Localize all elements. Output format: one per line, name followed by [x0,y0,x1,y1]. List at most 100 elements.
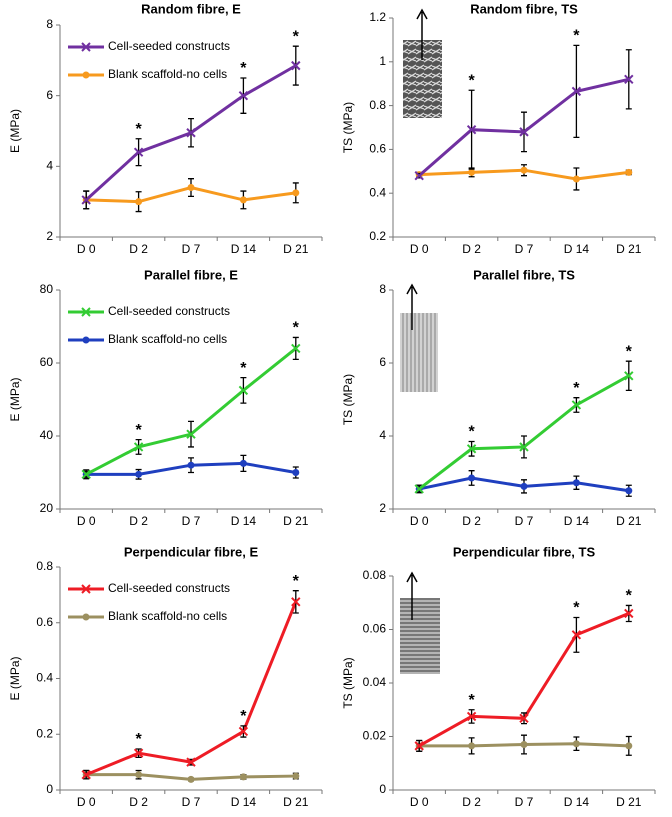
x-tick-label: D 21 [283,514,309,528]
y-tick-label: 0.2 [36,726,53,740]
significance-marker: * [135,731,142,748]
inset-image [403,8,442,118]
point [82,71,90,79]
y-tick-label: 0.06 [363,622,387,636]
point [239,773,247,781]
line [85,601,298,777]
series [414,44,634,181]
y-tick-label: 4 [46,159,53,173]
point [81,195,91,205]
x-tick-label: D 14 [564,242,590,256]
point [572,740,580,748]
x-tick-label: D 0 [77,795,96,809]
point [238,90,249,101]
point [520,482,528,490]
x-tick-label: D 2 [462,514,481,528]
chart-title: Perpendicular fibre, E [124,544,259,559]
point [81,42,91,52]
y-axis-label: TS (MPa) [341,657,355,708]
point [81,469,91,480]
point [81,769,91,780]
y-tick-label: 6 [379,355,386,369]
point [572,479,580,487]
point [186,128,196,138]
x-tick-label: D 7 [182,242,201,256]
significance-marker: * [468,424,475,441]
point [135,771,143,779]
x-tick-label: D 21 [283,795,309,809]
point [466,124,477,135]
y-tick-label: 0 [46,782,53,796]
point [135,198,143,206]
x-tick-label: D 0 [77,514,96,528]
y-tick-label: 2 [379,501,386,515]
x-tick-label: D 7 [515,795,534,809]
x-tick-label: D 2 [129,795,148,809]
y-tick-label: 40 [40,428,54,442]
series [82,178,300,213]
point [571,400,582,410]
significance-marker: * [135,121,142,138]
y-tick-label: 0.8 [36,559,53,573]
x-tick-label: D 0 [410,795,429,809]
y-axis-label: TS (MPa) [341,102,355,153]
series [415,470,633,497]
significance-marker: * [240,708,247,725]
significance-marker: * [240,360,247,377]
point [81,307,91,317]
point [133,748,144,758]
x-tick-label: D 7 [515,514,534,528]
line [85,347,297,476]
significance-marker: * [240,60,247,77]
point [82,613,90,621]
significance-marker: * [468,72,475,89]
x-tick-label: D 21 [616,514,642,528]
significance-marker: * [573,28,580,45]
y-tick-label: 0.08 [363,568,387,582]
point [291,60,301,71]
y-tick-label: 20 [40,501,54,515]
legend-label: Blank scaffold-no cells [108,67,227,81]
y-axis-label: TS (MPa) [341,374,355,425]
y-tick-label: 0.2 [369,229,386,243]
point [133,147,144,157]
series [414,360,634,494]
y-axis-label: E (MPa) [8,656,22,700]
legend-label: Cell-seeded constructs [108,304,230,318]
series [415,734,633,756]
point [187,775,195,783]
point [624,371,634,381]
y-tick-label: 8 [379,282,386,296]
point [572,175,580,183]
legend-label: Blank scaffold-no cells [108,609,227,623]
point [291,343,301,354]
point [414,484,424,494]
x-tick-label: D 2 [462,242,481,256]
point [135,470,143,478]
y-tick-label: 0.4 [36,671,53,685]
inset-image [400,571,440,674]
point [571,630,582,640]
y-axis-label: E (MPa) [8,109,22,153]
x-tick-label: D 7 [182,514,201,528]
point [466,711,477,722]
x-tick-label: D 7 [182,795,201,809]
y-axis-label: E (MPa) [8,377,22,421]
point [238,385,249,396]
x-tick-label: D 21 [616,242,642,256]
significance-marker: * [573,380,580,397]
x-tick-label: D 2 [129,514,148,528]
y-tick-label: 8 [46,17,53,31]
point [624,608,634,619]
line [418,374,630,491]
legend-label: Cell-seeded constructs [108,39,230,53]
x-tick-label: D 0 [410,242,429,256]
x-tick-label: D 14 [231,514,257,528]
series [81,336,301,480]
point [187,461,195,469]
series [81,45,301,210]
chart-title: Random fibre, TS [470,1,578,16]
point [466,444,477,454]
significance-marker: * [293,573,300,590]
